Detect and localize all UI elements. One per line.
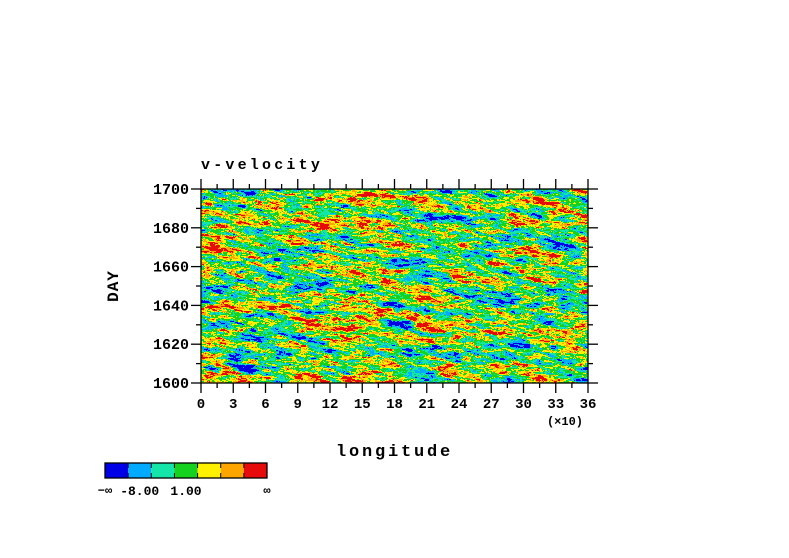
svg-text:33: 33 [547, 397, 564, 413]
svg-text:1700: 1700 [153, 182, 189, 199]
svg-text:v-velocity: v-velocity [201, 157, 323, 174]
svg-text:longitude: longitude [336, 443, 453, 462]
svg-text:27: 27 [483, 397, 500, 413]
svg-text:24: 24 [451, 397, 468, 413]
svg-text:1680: 1680 [153, 221, 189, 238]
svg-text:9: 9 [294, 397, 302, 413]
svg-text:∞: ∞ [263, 484, 271, 498]
svg-text:0: 0 [197, 397, 205, 413]
svg-text:18: 18 [386, 397, 403, 413]
svg-text:1660: 1660 [153, 260, 189, 277]
svg-text:21: 21 [418, 397, 435, 413]
svg-text:DAY: DAY [105, 270, 123, 302]
svg-text:(×10): (×10) [547, 415, 583, 429]
svg-text:1640: 1640 [153, 298, 189, 315]
svg-text:30: 30 [515, 397, 532, 413]
svg-text:1620: 1620 [153, 337, 189, 354]
svg-text:1.00: 1.00 [170, 484, 201, 499]
svg-text:-8.00: -8.00 [120, 484, 159, 499]
svg-text:15: 15 [354, 397, 371, 413]
svg-text:1600: 1600 [153, 376, 189, 393]
svg-text:6: 6 [261, 397, 269, 413]
svg-text:12: 12 [322, 397, 339, 413]
svg-text:36: 36 [580, 397, 597, 413]
svg-text:−∞: −∞ [98, 484, 113, 498]
svg-text:3: 3 [229, 397, 237, 413]
